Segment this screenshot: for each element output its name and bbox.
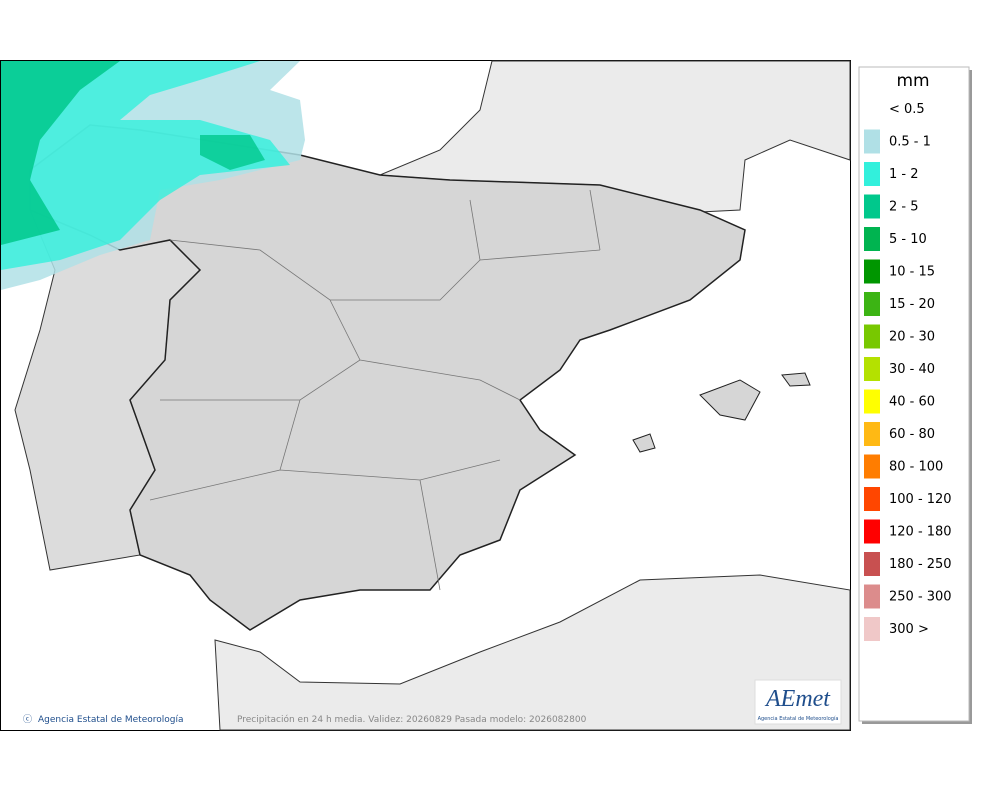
menorca xyxy=(781,372,811,387)
logo-box xyxy=(754,679,842,725)
map: ⓒ Agencia Estatal de Meteorología Precip… xyxy=(0,60,851,731)
legend-swatch xyxy=(864,422,880,446)
legend-swatch xyxy=(864,454,880,479)
legend-swatch xyxy=(864,259,880,284)
legend-swatch xyxy=(864,357,880,381)
legend-label: 120 - 180 xyxy=(889,525,952,540)
logo-subtitle: Agencia Estatal de Meteorología xyxy=(758,715,839,722)
legend-label: 15 - 20 xyxy=(889,297,935,312)
regions xyxy=(149,189,601,591)
legend-label: 300 > xyxy=(889,622,929,637)
legend-label: < 0.5 xyxy=(889,102,925,117)
legend-label: 60 - 80 xyxy=(889,427,935,442)
legend-label: 2 - 5 xyxy=(889,200,919,215)
legend-swatch xyxy=(864,487,880,511)
legend-label: 80 - 100 xyxy=(889,460,943,475)
mallorca xyxy=(699,379,761,421)
precipitation xyxy=(1,61,305,290)
legend-swatch xyxy=(864,129,880,154)
legend-swatch xyxy=(864,617,880,641)
legend-swatch xyxy=(864,194,880,219)
legend-label: 10 - 15 xyxy=(889,265,935,280)
legend-label: 30 - 40 xyxy=(889,362,935,377)
legend-swatch xyxy=(864,162,880,186)
legend-label: 1 - 2 xyxy=(889,167,919,182)
legend-swatch xyxy=(864,324,880,349)
africa xyxy=(214,574,851,731)
legend-swatch xyxy=(864,552,880,576)
legend-swatch xyxy=(864,519,880,544)
legend: mm < 0.5 0.5 - 1 1 - 2 2 - 5 5 - 10 10 - 15 15… xyxy=(858,66,972,724)
legend-swatch xyxy=(864,584,880,609)
legend-swatch xyxy=(864,389,880,414)
caption: Precipitación en 24 h media. Validez: 20… xyxy=(237,714,587,725)
legend-label: 250 - 300 xyxy=(889,590,952,605)
legend-label: 40 - 60 xyxy=(889,395,935,410)
spain xyxy=(29,124,746,631)
logo-name: AEmet xyxy=(764,686,831,712)
legend-swatch xyxy=(864,292,880,316)
copyright-icon: ⓒ xyxy=(23,714,32,725)
legend-label: 100 - 120 xyxy=(889,492,952,507)
legend-swatch xyxy=(864,227,880,251)
legend-label: 20 - 30 xyxy=(889,330,935,345)
legend-label: 5 - 10 xyxy=(889,232,927,247)
legend-label: 180 - 250 xyxy=(889,557,952,572)
credit: Agencia Estatal de Meteorología xyxy=(38,715,184,725)
legend-label: 0.5 - 1 xyxy=(889,135,931,150)
ibiza xyxy=(632,433,656,453)
legend-title: mm xyxy=(896,71,929,91)
